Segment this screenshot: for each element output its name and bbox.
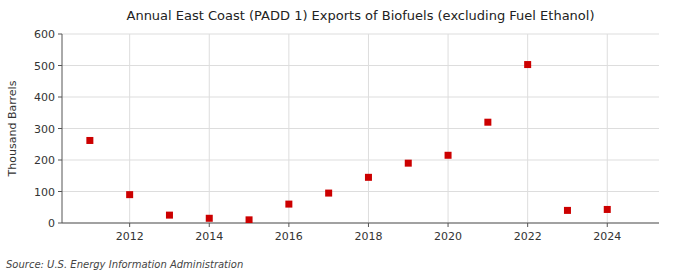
y-tick: [58, 191, 62, 192]
grid-line-x: [288, 34, 289, 223]
point: [524, 61, 531, 68]
point: [604, 206, 611, 213]
chart: 2012 2014 2016 2018 2020 2022 2024 0 100 200 300 40…: [0, 0, 675, 275]
y-tick-label: 0: [48, 217, 55, 230]
y-tick-label: 200: [34, 154, 55, 167]
grid-line-y: [62, 223, 659, 224]
y-tick-label: 600: [34, 28, 55, 41]
x-axis-line: [62, 223, 659, 224]
point: [246, 216, 253, 223]
x-tick: [288, 223, 289, 227]
x-tick: [607, 223, 608, 227]
points: [86, 61, 610, 223]
y-tick: [58, 97, 62, 98]
point: [166, 212, 173, 219]
y-tick: [58, 223, 62, 224]
grid-line-x: [209, 34, 210, 223]
grid-line-y: [62, 97, 659, 98]
x-tick-label: 2014: [195, 230, 223, 243]
point: [126, 191, 133, 198]
point: [445, 152, 452, 159]
point: [325, 190, 332, 197]
point: [405, 160, 412, 167]
x-tick-label: 2016: [275, 230, 303, 243]
x-tick: [527, 223, 528, 227]
y-tick: [58, 65, 62, 66]
point: [484, 119, 491, 126]
x-tick: [129, 223, 130, 227]
x-tick-label: 2024: [593, 230, 621, 243]
point: [564, 207, 571, 214]
grid-line-y: [62, 34, 659, 35]
grid-line-x: [607, 34, 608, 223]
grid-line-y: [62, 160, 659, 161]
grid-line-y: [62, 191, 659, 192]
y-axis-label: Thousand Barrels: [6, 80, 19, 177]
y-tick-label: 300: [34, 123, 55, 136]
title: Annual East Coast (PADD 1) Exports of Bi…: [127, 8, 595, 23]
x-tick-label: 2018: [354, 230, 382, 243]
x-tick: [368, 223, 369, 227]
grid-line-y: [62, 65, 659, 66]
y-tick: [58, 160, 62, 161]
y-tick: [58, 128, 62, 129]
axes: 2012 2014 2016 2018 2020 2022 2024 0 100 200 300 40…: [34, 28, 659, 243]
y-tick-label: 400: [34, 91, 55, 104]
point: [86, 137, 93, 144]
point: [285, 201, 292, 208]
grid: [62, 34, 659, 223]
x-tick: [209, 223, 210, 227]
grid-line-x: [368, 34, 369, 223]
chart-container: 2012 2014 2016 2018 2020 2022 2024 0 100 200 300 40…: [0, 0, 675, 275]
y-tick-label: 100: [34, 186, 55, 199]
y-tick-label: 500: [34, 60, 55, 73]
grid-line-x: [448, 34, 449, 223]
x-tick-label: 2020: [434, 230, 462, 243]
x-tick: [448, 223, 449, 227]
point: [365, 174, 372, 181]
y-tick: [58, 34, 62, 35]
grid-line-y: [62, 128, 659, 129]
x-tick-label: 2022: [514, 230, 542, 243]
source-note: Source: U.S. Energy Information Administ…: [6, 259, 243, 270]
x-tick-label: 2012: [116, 230, 144, 243]
point: [206, 215, 213, 222]
